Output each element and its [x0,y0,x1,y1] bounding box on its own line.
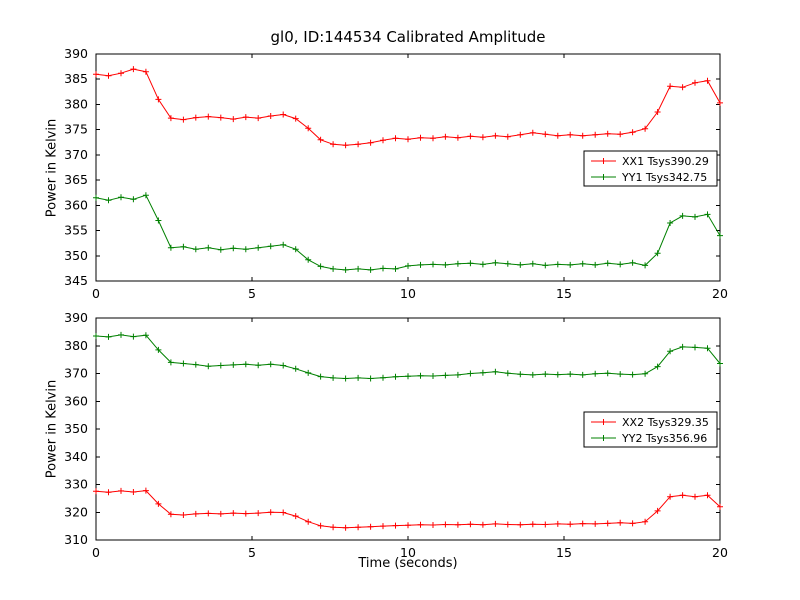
series-markers [93,192,723,273]
series-line [95,194,721,271]
y-tick-label: 365 [64,172,88,187]
series-line [95,334,721,380]
subplot-2: 310 320 330 340 350 360 370 380 390 0 5 10 15 20 XX2 T… [64,310,728,560]
chart-title: gl0, ID:144534 Calibrated Amplitude [270,28,546,46]
x-tick-label: 5 [248,545,256,560]
y-tick-label: 320 [64,504,88,519]
y-tick-label: 370 [64,366,88,381]
legend-label: YY1 Tsys342.75 [621,171,707,184]
series-line [95,490,721,529]
y-tick-label: 380 [64,338,88,353]
legend-marker-sample [600,174,607,180]
x-tick-label: 20 [712,545,728,560]
x-tick-label: 10 [400,545,416,560]
legend-marker-sample [600,419,607,425]
series-markers [93,487,723,531]
y-tick-label: 355 [64,223,88,238]
y-tick-label: 330 [64,477,88,492]
y-tick-label: 350 [64,421,88,436]
legend-label: XX2 Tsys329.35 [622,416,709,429]
legend-box [583,150,718,187]
x-tick-label: 0 [92,286,100,301]
y-tick-label: 370 [64,147,88,162]
series-markers [93,331,723,382]
x-tick-label: 0 [92,545,100,560]
y-tick-label: 310 [64,532,88,547]
y-tick-label: 390 [64,310,88,325]
legend-marker-sample [600,435,607,441]
y-tick-label: 380 [64,96,88,111]
y-tick-label: 385 [64,71,88,86]
y-tick-label: 350 [64,248,88,263]
y-tick-label: 360 [64,197,88,212]
series-line [95,68,721,146]
y-tick-label: 375 [64,122,88,137]
legend-label: YY2 Tsys356.96 [621,432,707,445]
legend-marker-sample [600,158,607,164]
y-tick-label: 390 [64,46,88,61]
x-tick-label: 15 [556,286,572,301]
x-axis-label: Time (seconds) [358,556,458,571]
x-tick-label: 20 [712,286,728,301]
x-tick-label: 15 [556,545,572,560]
legend-box [583,411,718,448]
y-tick-label: 340 [64,449,88,464]
x-tick-label: 5 [248,286,256,301]
y-tick-label: 360 [64,393,88,408]
subplot-1: 345 350 355 360 365 370 375 380 385 390 0 5 10 15 20 XX… [64,46,728,301]
series-markers [93,66,723,149]
x-tick-label: 10 [400,286,416,301]
legend-label: XX1 Tsys390.29 [622,155,709,168]
y-tick-label: 345 [64,273,88,288]
